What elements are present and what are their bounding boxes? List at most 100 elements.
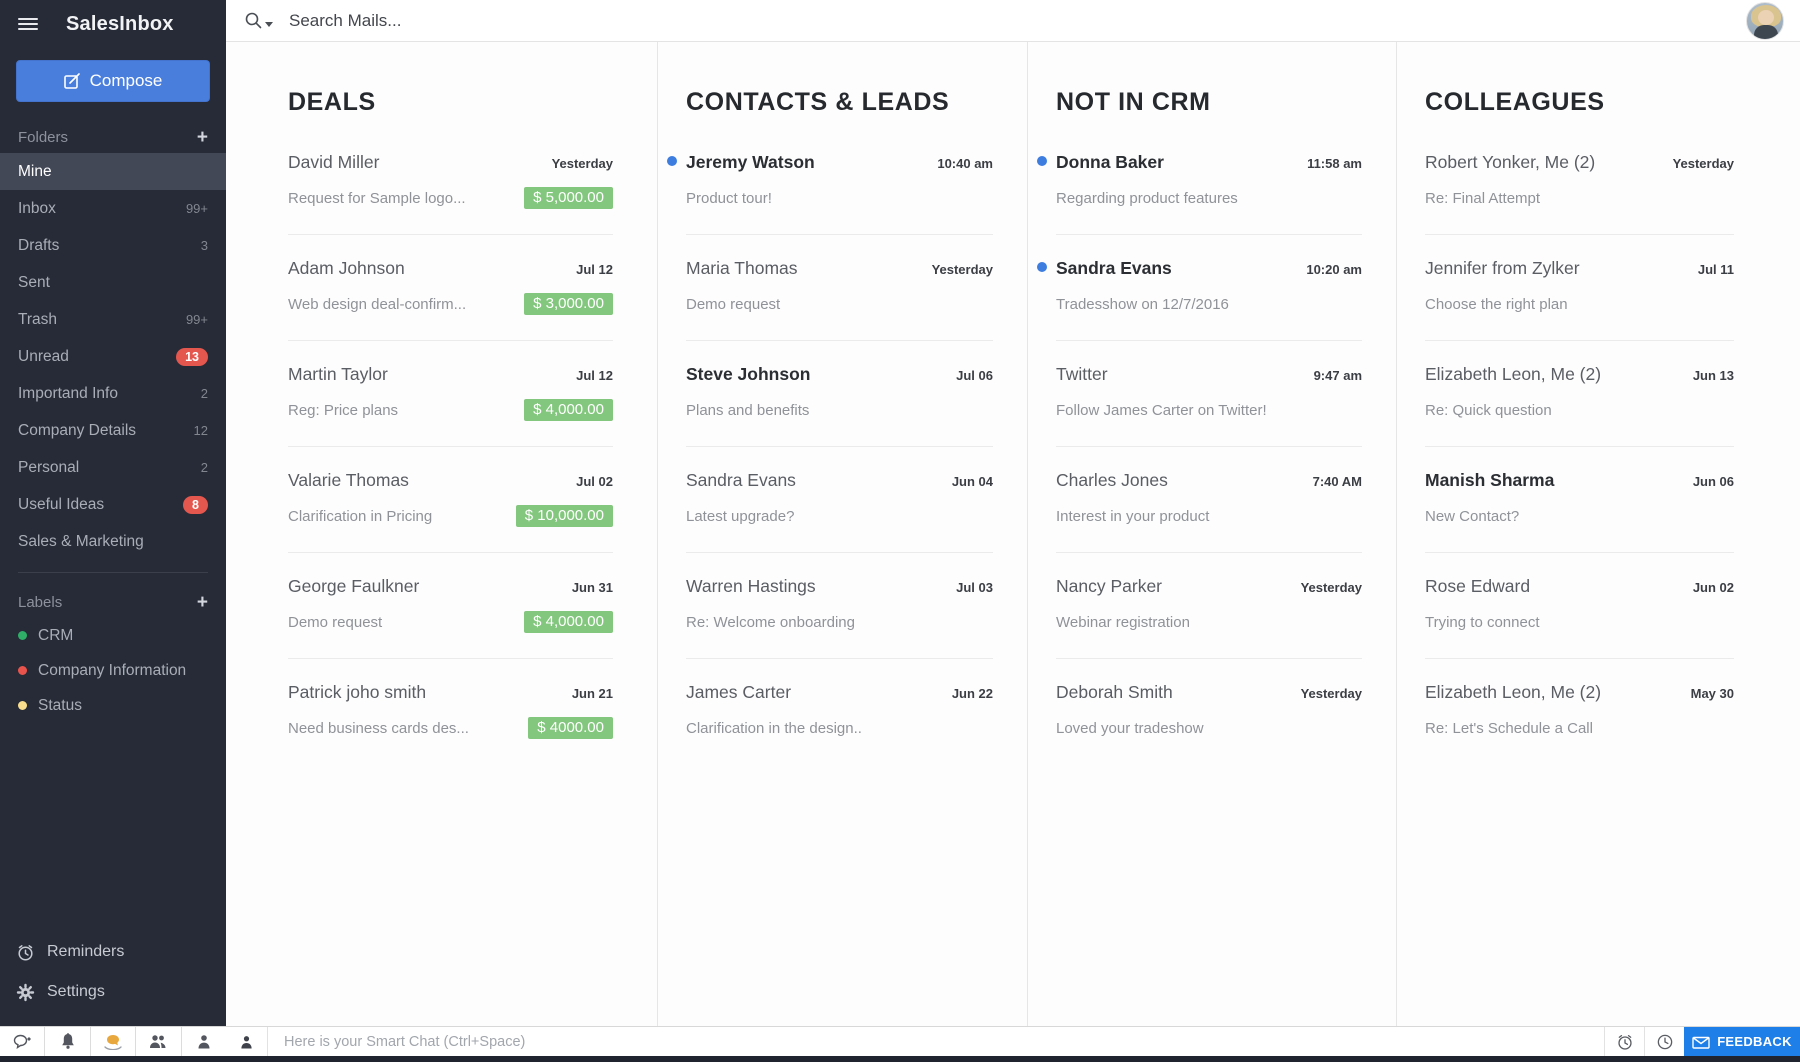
folder-count: 99+ bbox=[185, 312, 208, 327]
mail-columns: DEALS David Miller Yesterday Request for… bbox=[226, 42, 1800, 1026]
sender-name: Robert Yonker, Me (2) bbox=[1425, 152, 1596, 172]
mail-subject: Re: Quick question bbox=[1425, 401, 1552, 419]
compose-button[interactable]: Compose bbox=[16, 60, 210, 102]
mail-item[interactable]: Martin Taylor Jul 12 Reg: Price plans $ … bbox=[288, 341, 613, 447]
user-avatar[interactable] bbox=[1746, 1, 1784, 40]
sidebar: SalesInbox Compose Folders + Mine Inbox … bbox=[0, 0, 226, 1056]
add-folder-button[interactable]: + bbox=[196, 127, 208, 148]
sender-name: Twitter bbox=[1056, 364, 1108, 384]
contacts-icon[interactable] bbox=[136, 1027, 182, 1056]
mail-time: Jun 06 bbox=[1692, 474, 1734, 489]
mail-item[interactable]: Nancy Parker Yesterday Webinar registrat… bbox=[1056, 553, 1362, 659]
mail-item[interactable]: Steve Johnson Jul 06 Plans and benefits bbox=[686, 341, 993, 447]
mail-item[interactable]: Elizabeth Leon, Me (2) Jun 13 Re: Quick … bbox=[1425, 341, 1734, 447]
notifications-bell-icon[interactable] bbox=[45, 1027, 91, 1056]
chat-bubble-icon[interactable] bbox=[91, 1027, 137, 1056]
folder-label: Unread bbox=[18, 347, 69, 365]
mail-item[interactable]: Robert Yonker, Me (2) Yesterday Re: Fina… bbox=[1425, 129, 1734, 235]
label-item-status[interactable]: Status bbox=[0, 688, 226, 723]
mail-item[interactable]: James Carter Jun 22 Clarification in the… bbox=[686, 659, 993, 764]
labels-header: Labels + bbox=[0, 585, 226, 618]
mail-item[interactable]: Warren Hastings Jul 03 Re: Welcome onboa… bbox=[686, 553, 993, 659]
label-color-dot bbox=[18, 631, 27, 640]
mail-item[interactable]: Jennifer from Zylker Jul 11 Choose the r… bbox=[1425, 235, 1734, 341]
sender-name: Adam Johnson bbox=[288, 258, 405, 278]
sender-name: Elizabeth Leon, Me (2) bbox=[1425, 682, 1602, 702]
sidebar-item-reminders[interactable]: Reminders bbox=[0, 932, 226, 972]
mail-item[interactable]: Jeremy Watson 10:40 am Product tour! bbox=[667, 129, 993, 235]
mail-subject: Choose the right plan bbox=[1425, 295, 1568, 313]
folder-item-sent[interactable]: Sent bbox=[0, 264, 226, 301]
mail-item[interactable]: Patrick joho smith Jun 21 Need business … bbox=[288, 659, 613, 764]
mail-subject: Need business cards des... bbox=[288, 719, 469, 737]
folder-label: Sent bbox=[18, 273, 50, 291]
sender-name: Rose Edward bbox=[1425, 576, 1531, 596]
folder-count: 13 bbox=[176, 347, 208, 366]
mail-subject: Interest in your product bbox=[1056, 507, 1210, 525]
profile-icon[interactable] bbox=[182, 1027, 226, 1056]
folder-item-inbox[interactable]: Inbox 99+ bbox=[0, 190, 226, 227]
label-item-company-information[interactable]: Company Information bbox=[0, 653, 226, 688]
mail-item[interactable]: Valarie Thomas Jul 02 Clarification in P… bbox=[288, 447, 613, 553]
sidebar-divider bbox=[18, 572, 208, 573]
deal-amount-badge: $ 4,000.00 bbox=[524, 399, 613, 421]
add-label-button[interactable]: + bbox=[196, 592, 208, 613]
clock-icon[interactable] bbox=[1644, 1027, 1684, 1056]
sidebar-item-settings[interactable]: Settings bbox=[0, 972, 226, 1012]
label-item-crm[interactable]: CRM bbox=[0, 618, 226, 653]
chat-settings-icon[interactable] bbox=[0, 1027, 46, 1056]
mail-item[interactable]: Sandra Evans Jun 04 Latest upgrade? bbox=[686, 447, 993, 553]
folder-item-useful-ideas[interactable]: Useful Ideas 8 bbox=[0, 486, 226, 523]
folder-item-personal[interactable]: Personal 2 bbox=[0, 449, 226, 486]
mail-time: Jun 22 bbox=[951, 686, 993, 701]
column-items: Robert Yonker, Me (2) Yesterday Re: Fina… bbox=[1425, 129, 1734, 764]
column-title: DEALS bbox=[288, 88, 376, 116]
sender-name: George Faulkner bbox=[288, 576, 420, 596]
sender-name: Maria Thomas bbox=[686, 258, 798, 278]
search-input[interactable] bbox=[289, 10, 1746, 31]
folder-item-company-details[interactable]: Company Details 12 bbox=[0, 412, 226, 449]
mail-item[interactable]: Maria Thomas Yesterday Demo request bbox=[686, 235, 993, 341]
mail-item[interactable]: Twitter 9:47 am Follow James Carter on T… bbox=[1056, 341, 1362, 447]
mail-time: Jun 04 bbox=[951, 474, 993, 489]
folder-item-unread[interactable]: Unread 13 bbox=[0, 338, 226, 375]
alarm-clock-icon[interactable] bbox=[1604, 1027, 1644, 1056]
sender-name: Jeremy Watson bbox=[686, 152, 815, 172]
mail-item[interactable]: George Faulkner Jun 31 Demo request $ 4,… bbox=[288, 553, 613, 659]
column-items: David Miller Yesterday Request for Sampl… bbox=[288, 129, 613, 764]
mail-time: Jul 06 bbox=[956, 368, 993, 383]
mail-item[interactable]: Charles Jones 7:40 AM Interest in your p… bbox=[1056, 447, 1362, 553]
mail-time: Jun 21 bbox=[571, 686, 613, 701]
mail-item[interactable]: Manish Sharma Jun 06 New Contact? bbox=[1425, 447, 1734, 553]
search-bar bbox=[244, 10, 1746, 31]
mail-item[interactable]: Adam Johnson Jul 12 Web design deal-conf… bbox=[288, 235, 613, 341]
mail-item[interactable]: David Miller Yesterday Request for Sampl… bbox=[288, 129, 613, 235]
mail-item[interactable]: Donna Baker 11:58 am Regarding product f… bbox=[1037, 129, 1362, 235]
mail-time: Jun 31 bbox=[571, 580, 613, 595]
column-deals: DEALS David Miller Yesterday Request for… bbox=[226, 42, 658, 1026]
mail-item[interactable]: Sandra Evans 10:20 am Tradesshow on 12/7… bbox=[1037, 235, 1362, 341]
smart-chat-input[interactable] bbox=[268, 1027, 1604, 1056]
folder-item-importand-info[interactable]: Importand Info 2 bbox=[0, 375, 226, 412]
gear-icon bbox=[16, 983, 35, 1001]
folder-list: Mine Inbox 99+ Drafts 3 Sent Trash 99+ U… bbox=[0, 153, 226, 560]
mail-subject: Plans and benefits bbox=[686, 401, 810, 419]
search-icon[interactable] bbox=[244, 11, 263, 30]
mail-item[interactable]: Rose Edward Jun 02 Trying to connect bbox=[1425, 553, 1734, 659]
mail-time: Yesterday bbox=[551, 156, 613, 171]
feedback-button[interactable]: FEEDBACK bbox=[1684, 1027, 1800, 1056]
unread-dot bbox=[1037, 156, 1047, 166]
folder-item-sales-marketing[interactable]: Sales & Marketing bbox=[0, 523, 226, 560]
label-list: CRM Company Information Status bbox=[0, 618, 226, 723]
hamburger-menu-icon[interactable] bbox=[18, 15, 38, 33]
sender-name: Steve Johnson bbox=[686, 364, 811, 384]
mail-item[interactable]: Elizabeth Leon, Me (2) May 30 Re: Let's … bbox=[1425, 659, 1734, 764]
chat-contact-icon[interactable] bbox=[226, 1027, 268, 1056]
folder-item-trash[interactable]: Trash 99+ bbox=[0, 301, 226, 338]
folder-count: 8 bbox=[183, 495, 208, 514]
folder-item-mine[interactable]: Mine bbox=[0, 153, 226, 190]
mail-item[interactable]: Deborah Smith Yesterday Loved your trade… bbox=[1056, 659, 1362, 764]
folder-item-drafts[interactable]: Drafts 3 bbox=[0, 227, 226, 264]
mail-subject: Clarification in the design.. bbox=[686, 719, 862, 737]
search-scope-caret-icon[interactable] bbox=[265, 22, 273, 27]
